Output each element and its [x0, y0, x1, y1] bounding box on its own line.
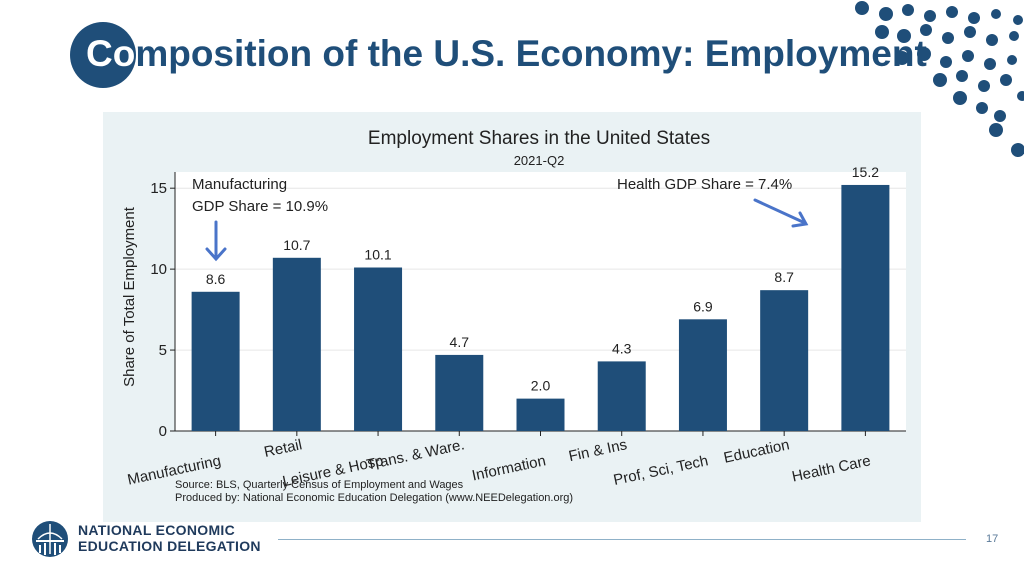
slide-title: Composition of the U.S. Economy: Employm…	[86, 30, 927, 78]
bar-value-label: 4.7	[450, 334, 470, 350]
bar-value-label: 6.9	[693, 298, 713, 314]
organization-logo-icon	[32, 521, 68, 557]
y-tick-label: 10	[150, 261, 167, 278]
decorative-dot	[920, 24, 932, 36]
decorative-dot	[976, 102, 988, 114]
decorative-dot	[956, 70, 968, 82]
bar-information	[516, 398, 565, 431]
slide-title-first: Co	[86, 33, 136, 74]
decorative-dot	[855, 1, 869, 15]
footer-divider	[278, 539, 966, 540]
organization-name: NATIONAL ECONOMIC EDUCATION DELEGATION	[78, 522, 261, 554]
bar-value-label: 4.3	[612, 340, 632, 356]
decorative-dot	[942, 32, 954, 44]
bar-retail	[272, 257, 321, 431]
decorative-dot	[879, 7, 893, 21]
decorative-dot	[1013, 15, 1023, 25]
decorative-dot	[991, 9, 1001, 19]
decorative-dot	[1007, 55, 1017, 65]
health-annotation: Health GDP Share = 7.4%	[617, 174, 792, 196]
manufacturing-arrow-icon	[205, 220, 227, 262]
decorative-dot	[962, 50, 974, 62]
decorative-dot	[964, 26, 976, 38]
bar-leisure-hosp	[354, 267, 403, 431]
bar-prof-sci-tech	[678, 319, 727, 431]
bar-value-label: 10.1	[364, 247, 391, 263]
decorative-dot	[989, 123, 1003, 137]
decorative-dot	[1017, 91, 1024, 101]
bar-value-label: 15.2	[852, 164, 879, 180]
manufacturing-annotation-line2: GDP Share = 10.9%	[192, 198, 329, 215]
decorative-dot	[984, 58, 996, 70]
chart-subtitle: 2021-Q2	[514, 153, 565, 168]
decorative-dot	[1011, 143, 1024, 157]
manufacturing-annotation: Manufacturing GDP Share = 10.9%	[192, 174, 328, 218]
decorative-dot	[902, 4, 914, 16]
decorative-dot	[924, 10, 936, 22]
organization-name-line2: EDUCATION DELEGATION	[78, 538, 261, 554]
source-line-2: Produced by: National Economic Education…	[175, 492, 573, 504]
decorative-dot	[940, 56, 952, 68]
decorative-dot	[986, 34, 998, 46]
y-tick-label: 15	[150, 180, 167, 197]
decorative-dot	[994, 110, 1006, 122]
bar-manufacturing	[191, 291, 240, 431]
y-tick-label: 5	[159, 342, 167, 359]
chart-title: Employment Shares in the United States	[368, 128, 710, 149]
y-tick-label: 0	[159, 423, 167, 440]
decorative-dot	[897, 29, 911, 43]
y-axis-label: Share of Total Employment	[121, 206, 138, 387]
decorative-dot	[953, 91, 967, 105]
organization-name-line1: NATIONAL ECONOMIC	[78, 522, 236, 538]
decorative-dot	[933, 73, 947, 87]
annotation-arrows	[205, 198, 809, 262]
bar-fin-ins	[597, 361, 646, 431]
bar-value-label: 10.7	[283, 237, 310, 253]
chart-panel: Employment Shares in the United States 2…	[103, 112, 921, 522]
bar-value-label: 8.6	[206, 271, 226, 287]
decorative-dot	[875, 25, 889, 39]
decorative-dot	[978, 80, 990, 92]
health-arrow-icon	[753, 198, 809, 228]
bar-value-label: 8.7	[774, 269, 794, 285]
decorative-dot	[1009, 31, 1019, 41]
decorative-dot	[1000, 74, 1012, 86]
slide-title-rest: mposition of the U.S. Economy: Employmen…	[135, 33, 927, 74]
title-circle-decoration	[70, 22, 136, 88]
bar-health-care	[841, 184, 890, 431]
health-annotation-text: Health GDP Share = 7.4%	[617, 176, 793, 193]
page-number: 17	[986, 533, 999, 545]
decorative-dot	[968, 12, 980, 24]
source-line-1: Source: BLS, Quarterly Census of Employm…	[175, 479, 464, 491]
bar-education	[760, 290, 809, 431]
employment-shares-chart: Employment Shares in the United States 2…	[121, 128, 906, 504]
decorative-dot	[917, 47, 931, 61]
decorative-dot	[895, 51, 909, 65]
bar-trans-ware-	[435, 354, 484, 431]
decorative-dot	[946, 6, 958, 18]
bar-value-label: 2.0	[531, 378, 551, 394]
decorative-dots	[855, 1, 1024, 157]
manufacturing-annotation-line1: Manufacturing	[192, 176, 288, 193]
